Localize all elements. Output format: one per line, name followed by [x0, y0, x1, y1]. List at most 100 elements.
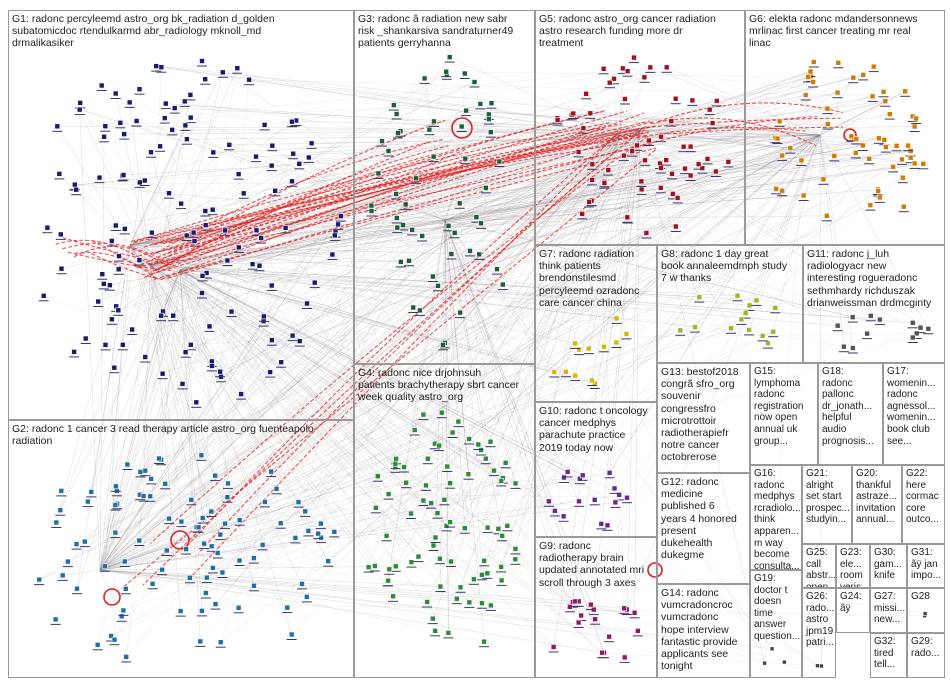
node: [299, 581, 305, 587]
node: [635, 628, 641, 634]
node: [443, 68, 450, 75]
edge: [202, 365, 213, 519]
node: [56, 171, 63, 177]
node: [824, 121, 831, 127]
edge: [639, 94, 806, 131]
node: [481, 557, 488, 564]
node: [238, 391, 244, 397]
edge: [99, 319, 742, 571]
edge: [99, 569, 605, 653]
node: [669, 171, 675, 177]
edge: [103, 283, 451, 523]
node: [922, 611, 928, 616]
edge: [227, 483, 292, 635]
edge: [264, 67, 667, 126]
edge: [99, 494, 141, 571]
node: [457, 584, 464, 591]
group-label-g30: G30: gam... knife: [874, 547, 902, 582]
node: [583, 91, 589, 97]
edge: [690, 134, 821, 147]
node: [120, 607, 127, 614]
edge: [99, 78, 615, 571]
edge: [165, 103, 691, 147]
node: [236, 244, 242, 251]
edge: [149, 264, 376, 567]
group-label-g25: G25: call abstr... open...: [806, 547, 836, 588]
edge: [469, 77, 854, 603]
node: [488, 602, 494, 609]
node: [225, 480, 231, 487]
node: [303, 594, 310, 600]
edge: [149, 264, 700, 298]
node: [575, 149, 582, 155]
node: [502, 459, 509, 466]
group-panel-g31: G31: ãÿ jan impo...: [907, 544, 945, 588]
edge: [149, 235, 335, 266]
edge: [276, 134, 621, 489]
node: [137, 469, 144, 475]
edge: [572, 129, 641, 603]
node: [59, 572, 66, 579]
edge: [619, 134, 674, 195]
edge: [99, 166, 894, 571]
edge: [179, 269, 300, 342]
edge: [129, 150, 911, 246]
node: [187, 92, 194, 98]
node: [657, 185, 664, 191]
node: [269, 337, 275, 344]
node: [261, 313, 267, 320]
edge: [646, 232, 750, 331]
node: [477, 101, 484, 107]
edge: [292, 129, 641, 336]
edge: [186, 134, 621, 140]
node: [126, 99, 133, 106]
node: [860, 72, 867, 78]
node: [424, 599, 430, 605]
node: [476, 251, 483, 258]
edge: [454, 232, 579, 623]
node: [823, 213, 830, 219]
node: [616, 492, 622, 498]
edge: [99, 232, 647, 571]
node: [641, 74, 648, 81]
edge: [496, 134, 821, 270]
node: [443, 523, 450, 529]
node: [391, 102, 397, 108]
edge: [129, 143, 312, 246]
node: [162, 480, 168, 487]
node: [498, 478, 505, 484]
node: [373, 504, 379, 511]
node: [392, 460, 399, 467]
edge: [149, 264, 202, 456]
edge: [459, 129, 641, 313]
highlight-edge: [136, 132, 643, 269]
edge: [474, 81, 564, 517]
edge: [129, 244, 319, 534]
edge: [293, 153, 871, 316]
edge: [249, 79, 621, 136]
highlight-edge: [134, 110, 606, 268]
edge: [306, 303, 397, 459]
edge: [434, 312, 461, 444]
node: [166, 515, 172, 522]
node: [776, 118, 783, 125]
edge: [79, 109, 483, 604]
edge: [291, 61, 814, 635]
node: [589, 177, 595, 183]
edge: [435, 129, 641, 538]
group-label-g32: G32: tired tell...: [874, 636, 896, 671]
node: [159, 370, 166, 377]
edge: [60, 264, 151, 511]
node: [386, 566, 393, 573]
edge: [79, 109, 446, 221]
edge: [76, 134, 621, 545]
edge: [487, 98, 626, 528]
group-panel-g11: G11: radonc j_luh radiologyacr new inter…: [803, 245, 945, 363]
node: [282, 225, 289, 231]
edge: [126, 311, 164, 657]
node: [770, 328, 777, 335]
edge: [220, 158, 870, 377]
edge: [609, 129, 641, 473]
node: [810, 59, 817, 65]
